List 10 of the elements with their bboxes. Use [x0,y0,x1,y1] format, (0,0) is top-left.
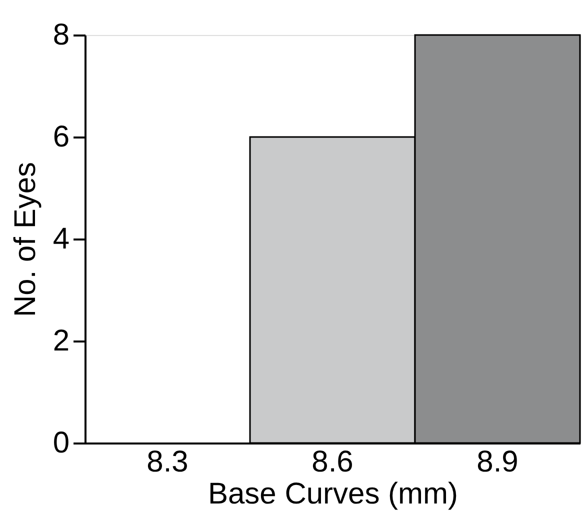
y-axis-title: No. of Eyes [8,162,42,318]
y-tick-label: 0 [52,426,70,460]
y-tick-label: 8 [52,18,70,52]
x-tick-label: 8.6 [312,446,354,478]
x-axis-title: Base Curves (mm) [208,478,458,510]
y-tick-label: 2 [52,324,70,358]
x-tick-label: 8.3 [146,446,188,478]
x-tick-label: 8.9 [476,446,518,478]
y-tick-label: 4 [52,222,70,256]
y-tick-label: 6 [52,120,70,154]
